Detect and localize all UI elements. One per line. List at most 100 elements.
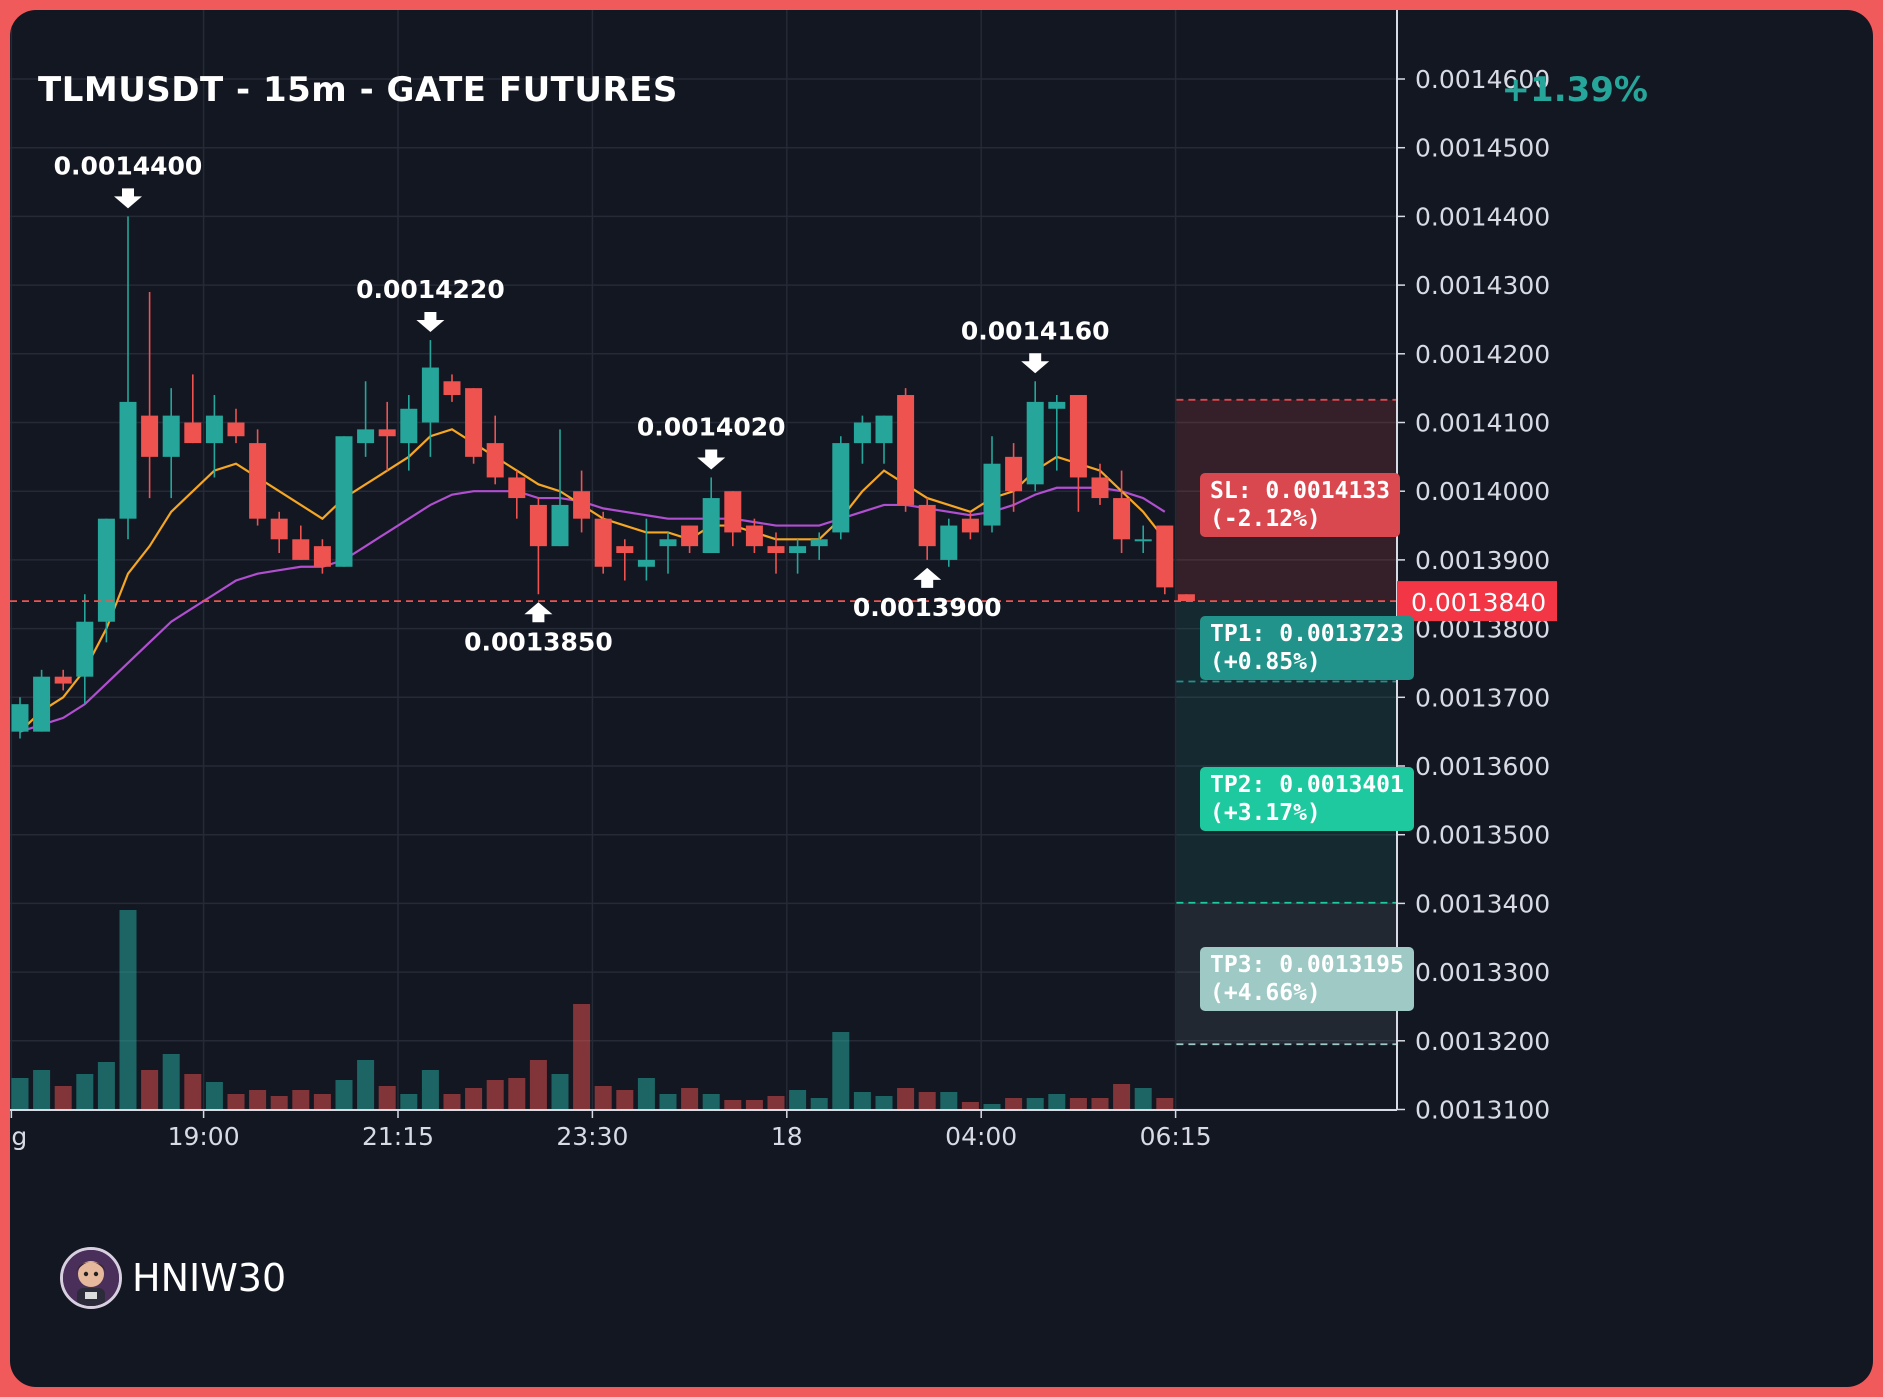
candle-body	[76, 621, 94, 677]
candle	[54, 669, 72, 691]
candle-body	[745, 525, 763, 547]
volume-bar	[205, 1082, 223, 1110]
price-chart[interactable]: 0.0014400 0.0014220 0.0013850 0.0014020 0.00…	[10, 10, 1873, 1387]
candle	[573, 470, 591, 533]
volume-bar	[378, 1086, 396, 1110]
arrow-down-icon	[114, 188, 142, 209]
volume-bar	[508, 1078, 526, 1110]
volume-bar	[573, 1004, 591, 1110]
x-axis: g 19:00 21:15 23:30 18 04:00 06:15	[10, 1110, 1212, 1151]
volume-bar	[1156, 1098, 1174, 1110]
volume-bar	[529, 1060, 547, 1110]
volume-bar	[1113, 1084, 1131, 1110]
y-tick-label: 0.0013400	[1415, 889, 1550, 918]
candle-body	[335, 436, 353, 567]
volume-bar	[33, 1070, 51, 1110]
candle	[702, 477, 720, 554]
candle	[1026, 381, 1044, 492]
candle-body	[205, 415, 223, 444]
candle-body	[1177, 594, 1195, 602]
candle-body	[637, 559, 655, 567]
y-tick-label: 0.0014500	[1415, 134, 1550, 163]
candle-body	[594, 518, 612, 567]
x-tick-label: 18	[771, 1122, 803, 1151]
x-tick-label: 19:00	[168, 1122, 240, 1151]
volume-bar	[119, 910, 137, 1110]
watermark-text: HNIW30	[132, 1256, 287, 1300]
y-tick-label: 0.0014100	[1415, 409, 1550, 438]
candle	[1091, 463, 1109, 505]
volume-bar	[918, 1092, 936, 1110]
annotation-label: 0.0013900	[853, 593, 1002, 622]
candle	[1134, 525, 1152, 554]
candle-body	[853, 422, 871, 444]
candle-body	[1048, 401, 1066, 409]
candle	[184, 374, 202, 444]
volume-bar	[983, 1104, 1001, 1110]
candle-body	[897, 395, 915, 505]
y-tick-label: 0.0014600	[1415, 65, 1550, 94]
current-price-label: 0.0013840	[1411, 588, 1546, 617]
y-axis: 0.0014600 0.0014500 0.0014400 0.0014300 0.00…	[1397, 65, 1550, 1125]
current-price-tag	[1397, 581, 1557, 622]
volume-bar	[162, 1054, 180, 1110]
candle-body	[702, 498, 720, 554]
candle-body	[940, 525, 958, 560]
candle-body	[357, 429, 375, 444]
x-tick-label: 04:00	[945, 1122, 1017, 1151]
candle	[421, 340, 439, 457]
candle	[465, 388, 483, 464]
candle-body	[400, 408, 418, 444]
candle-body	[1005, 456, 1023, 492]
candle	[637, 518, 655, 581]
x-tick-label: 23:30	[556, 1122, 628, 1151]
arrow-down-icon	[697, 449, 726, 470]
volume-bar	[227, 1094, 245, 1110]
candle-body	[961, 518, 979, 533]
candle	[853, 415, 871, 464]
candle	[659, 532, 677, 574]
candle-body	[313, 546, 331, 567]
volume-bar	[249, 1090, 267, 1110]
candle-body	[270, 518, 288, 540]
ma-slow-line	[19, 486, 1166, 733]
candle-body	[249, 443, 267, 519]
candle	[486, 415, 504, 485]
watermark: HNIW30	[60, 1247, 286, 1309]
candle	[767, 532, 785, 574]
candle	[745, 518, 763, 554]
volume-bar	[1048, 1094, 1066, 1110]
candle-body	[529, 504, 547, 547]
candle-body	[767, 546, 785, 554]
candle	[205, 395, 223, 478]
candle	[724, 491, 742, 547]
candle-body	[33, 676, 51, 732]
candle-body	[227, 422, 245, 437]
arrow-up-icon	[524, 602, 553, 623]
volume-bar	[810, 1098, 828, 1110]
candle	[594, 511, 612, 574]
chart-frame: 0.0014400 0.0014220 0.0013850 0.0014020 0.00…	[10, 10, 1873, 1387]
candle	[961, 511, 979, 540]
volume-bar	[313, 1094, 331, 1110]
candle-body	[983, 463, 1001, 526]
volume-bar	[486, 1080, 504, 1110]
candle-body	[141, 415, 159, 457]
candle	[897, 388, 915, 512]
y-tick-label: 0.0013700	[1415, 683, 1550, 712]
volume-bar	[745, 1100, 763, 1110]
candle-body	[1069, 395, 1087, 478]
y-tick-label: 0.0014400	[1415, 202, 1550, 231]
candle-body	[184, 422, 202, 444]
y-tick-label: 0.0013100	[1415, 1096, 1550, 1125]
candle	[162, 388, 180, 499]
candle-body	[292, 539, 310, 560]
candle-body	[1026, 401, 1044, 485]
candle	[875, 415, 893, 464]
candle-body	[54, 676, 72, 684]
x-tick-label: 21:15	[362, 1122, 434, 1151]
candle-body	[486, 443, 504, 478]
candle	[313, 539, 331, 574]
y-tick-label: 0.0013900	[1415, 546, 1550, 575]
volume-bar	[594, 1086, 612, 1110]
